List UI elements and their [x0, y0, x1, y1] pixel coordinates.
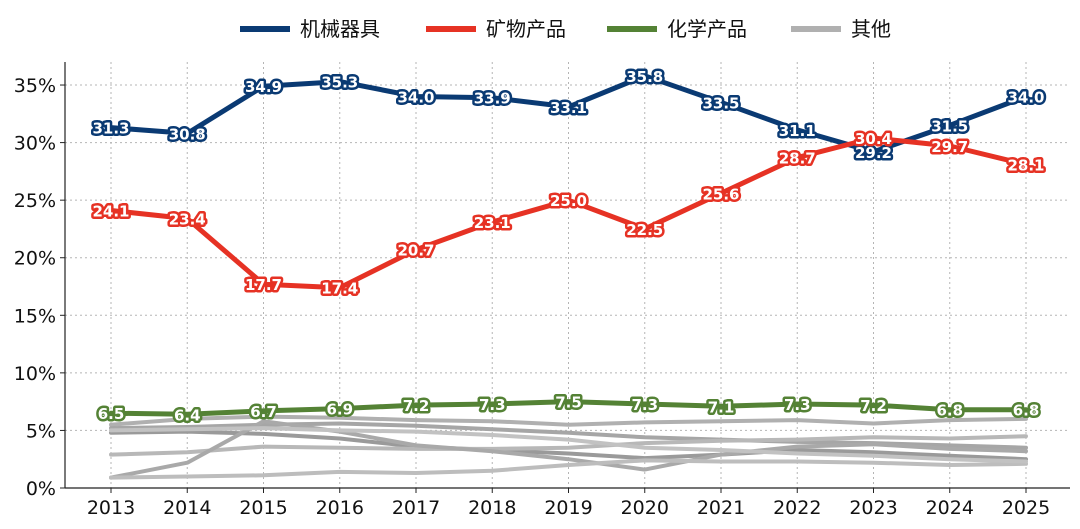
data-label: 7.3 [784, 396, 811, 414]
x-tick-label: 2023 [849, 497, 897, 519]
legend-label: 其他 [851, 17, 891, 41]
x-tick-label: 2022 [773, 497, 821, 519]
data-label: 33.5 [702, 94, 739, 112]
y-tick-label: 35% [14, 75, 56, 97]
x-tick-label: 2017 [392, 497, 440, 519]
y-tick-label: 0% [26, 478, 56, 500]
data-label: 28.7 [779, 150, 816, 168]
series-line-其他-3 [109, 429, 1028, 462]
data-label: 33.9 [474, 90, 511, 108]
x-tick-label: 2024 [926, 497, 974, 519]
x-axis-ticks: 2013 2014 2015 2016 2017 2018 2019 2020 2021 2022… [87, 488, 1050, 519]
data-labels: 31.3 30.8 34.9 35.3 34.0 33.9 33.1 35.8 33.5 31.1… [90, 65, 1047, 426]
y-axis-ticks: 0% 5% 10% 15% 20% 25% 30% 35% [14, 75, 65, 500]
data-label: 17.7 [245, 276, 282, 294]
data-label: 23.4 [169, 211, 206, 229]
series-line-化学产品 [108, 399, 1029, 417]
data-label: 29.2 [855, 144, 892, 162]
data-label: 35.3 [321, 74, 358, 92]
data-label: 24.1 [92, 203, 129, 221]
series-lines [108, 73, 1029, 480]
y-tick-label: 20% [14, 248, 56, 270]
data-label: 25.0 [550, 192, 587, 210]
series-line-其他-6 [109, 458, 1028, 480]
data-label: 7.3 [479, 396, 506, 414]
data-label: 29.7 [931, 138, 968, 156]
data-label: 6.5 [98, 405, 125, 423]
data-label: 35.8 [626, 68, 663, 86]
data-label: 7.3 [631, 396, 658, 414]
legend: 机械器具 矿物产品 化学产品 其他 [240, 17, 891, 41]
data-label: 17.4 [321, 280, 358, 298]
series-line-其他-7 [109, 426, 1028, 464]
legend-label: 化学产品 [667, 17, 747, 41]
series-line-其他-5 [109, 419, 1028, 480]
x-tick-label: 2014 [163, 497, 211, 519]
y-tick-label: 15% [14, 305, 56, 327]
data-label: 7.2 [860, 397, 887, 415]
x-tick-label: 2016 [316, 497, 364, 519]
data-label: 34.0 [397, 89, 434, 107]
y-tick-label: 25% [14, 190, 56, 212]
data-label: 28.1 [1007, 156, 1044, 174]
data-label: 30.8 [169, 125, 206, 143]
y-tick-label: 5% [26, 420, 56, 442]
x-tick-label: 2025 [1002, 497, 1050, 519]
data-label: 31.3 [92, 120, 129, 138]
axes [64, 62, 1070, 489]
data-label: 30.4 [855, 130, 892, 148]
data-label: 22.5 [626, 221, 663, 239]
data-label: 6.8 [936, 402, 963, 420]
data-label: 33.1 [550, 99, 587, 117]
data-label: 6.4 [174, 406, 201, 424]
data-label: 31.5 [931, 117, 968, 135]
legend-label: 矿物产品 [486, 17, 566, 41]
series-line-其他-4 [109, 434, 1028, 457]
data-label: 34.9 [245, 78, 282, 96]
x-tick-label: 2020 [621, 497, 669, 519]
y-tick-label: 10% [14, 363, 56, 385]
data-label: 7.1 [708, 398, 735, 416]
x-tick-label: 2015 [239, 497, 287, 519]
series-line-其他 [109, 414, 1028, 427]
data-label: 34.0 [1007, 89, 1044, 107]
data-label: 7.5 [555, 394, 582, 412]
series-line-矿物产品 [108, 135, 1029, 291]
series-line-机械器具 [108, 73, 1029, 155]
x-tick-label: 2018 [468, 497, 516, 519]
legend-label: 机械器具 [300, 17, 380, 41]
data-label: 31.1 [779, 122, 816, 140]
data-label: 6.8 [1013, 402, 1040, 420]
data-label: 6.7 [250, 403, 277, 421]
data-label: 20.7 [397, 242, 434, 260]
x-tick-label: 2021 [697, 497, 745, 519]
data-label: 6.9 [326, 401, 353, 419]
data-label: 25.6 [702, 185, 739, 203]
x-tick-label: 2019 [544, 497, 592, 519]
x-tick-label: 2013 [87, 497, 135, 519]
y-tick-label: 30% [14, 133, 56, 155]
data-label: 23.1 [474, 214, 511, 232]
data-label: 7.2 [403, 397, 430, 415]
